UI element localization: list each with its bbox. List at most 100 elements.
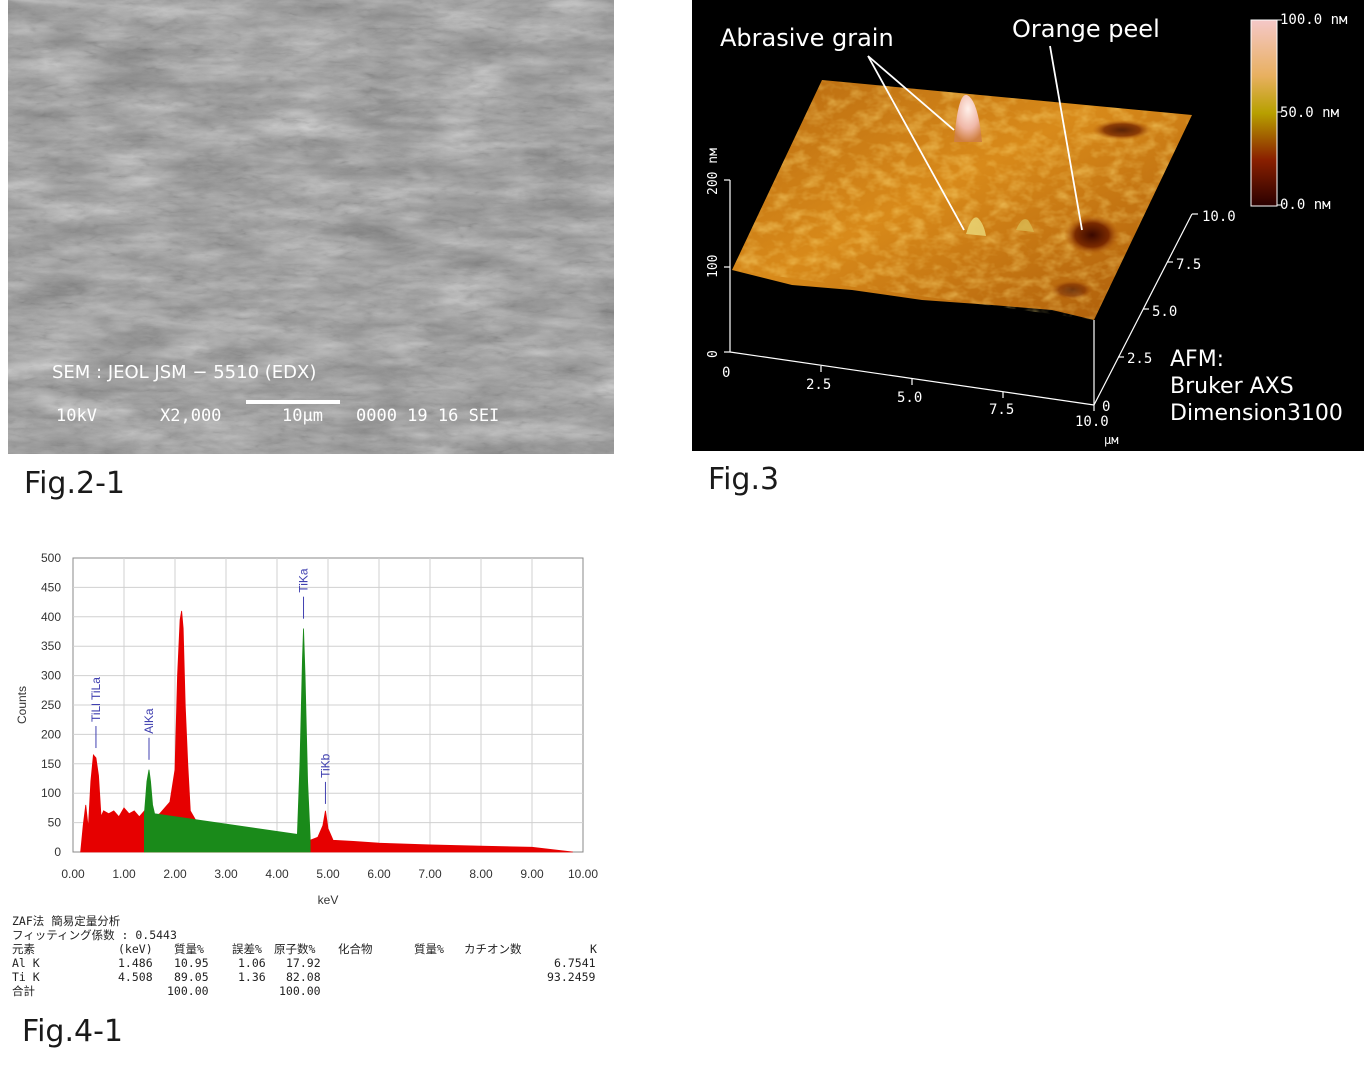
edx-table-header: 元素 (keV) 質量% 誤差% 原子数% 化合物 質量% カチオン数 K [12, 942, 612, 956]
x-tick-label: 5.00 [316, 867, 340, 881]
cell-atom: 17.92 [286, 956, 321, 970]
cell-error: 1.36 [238, 970, 266, 984]
x-tick-label: 2.00 [163, 867, 187, 881]
cell-k: 6.7541 [554, 956, 596, 970]
cell-mass: 89.05 [174, 970, 209, 984]
afm-instrument-line3: Dimension3100 [1170, 401, 1343, 426]
edx-chart: TiLl TiLa AlKa TiKa TiKb 0.00 1.00 2.00 3.00 4.… [15, 551, 598, 907]
sem-kv-label: 10kV [56, 406, 97, 426]
cell-error: 1.06 [238, 956, 266, 970]
cell-mass: 10.95 [174, 956, 209, 970]
peak-label: AlKa [142, 708, 156, 734]
table-row: Ti K 4.508 89.05 1.36 82.08 93.2459 [12, 970, 612, 984]
x-tick-label: 1.00 [112, 867, 136, 881]
edx-table-fitting: フィッティング係数 : 0.5443 [12, 928, 177, 942]
x-tick-label: 4.00 [265, 867, 289, 881]
header-cation: カチオン数 [464, 942, 522, 956]
fig-edx-caption: Fig.4-1 [22, 1014, 123, 1049]
edx-series [80, 610, 573, 853]
afm-annotation-lines [867, 45, 1083, 231]
afm-colorbar-bottom: 0.0 nм [1280, 197, 1331, 213]
sem-scale-bar [246, 400, 340, 404]
table-row: Al K 1.486 10.95 1.06 17.92 6.7541 [12, 956, 612, 970]
cell-element: Al K [12, 956, 40, 970]
afm-y-tick-0: 0 [1102, 399, 1110, 415]
cell-atom: 82.08 [286, 970, 321, 984]
afm-label-abrasive-grain: Abrasive grain [720, 24, 894, 52]
afm-label-orange-peel: Orange peel [1012, 15, 1160, 43]
x-tick-label: 3.00 [214, 867, 238, 881]
y-tick-label: 250 [41, 698, 61, 712]
header-atom: 原子数% [274, 942, 316, 956]
sem-micrograph: SEM : JEOL JSM − 5510 (EDX) 10kV X2,000 … [8, 0, 614, 454]
y-tick-label: 50 [48, 816, 62, 830]
y-tick-label: 350 [41, 639, 61, 653]
sem-magnification-label: X2,000 [160, 406, 221, 426]
edx-table-title: ZAF法 簡易定量分析 [12, 914, 121, 928]
afm-orange-peel-pit [1064, 215, 1120, 255]
cell-kev: 4.508 [118, 970, 153, 984]
afm-instrument-line1: AFM: [1170, 347, 1224, 372]
header-k: K [590, 942, 597, 956]
afm-plot: 200 nм 100 0 0 2.5 5.0 7.5 10.0 μм 10.0 … [706, 12, 1348, 447]
fig-afm-caption: Fig.3 [708, 462, 780, 497]
header-error: 誤差% [232, 942, 262, 956]
fig-sem-caption: Fig.2-1 [24, 466, 125, 501]
edx-spectrum: TiLl TiLa AlKa TiKa TiKb 0.00 1.00 2.00 3.00 4.… [0, 540, 610, 910]
y-tick-label: 100 [41, 786, 61, 800]
peak-label: TiLl TiLa [89, 677, 103, 722]
afm-x-tick-5: 5.0 [897, 390, 922, 406]
y-tick-label: 300 [41, 669, 61, 683]
y-tick-label: 500 [41, 551, 61, 565]
edx-peak-markers: TiLl TiLa AlKa TiKa TiKb [89, 568, 332, 804]
y-tick-label: 400 [41, 610, 61, 624]
edx-x-ticks: 0.00 1.00 2.00 3.00 4.00 5.00 6.00 7.00 8.00 9.00… [61, 867, 598, 881]
y-tick-label: 450 [41, 580, 61, 594]
x-tick-label: 0.00 [61, 867, 85, 881]
afm-colorbar-mid: 50.0 nм [1280, 105, 1340, 121]
x-tick-label: 10.00 [568, 867, 598, 881]
cell-element: Ti K [12, 970, 40, 984]
x-tick-label: 9.00 [520, 867, 544, 881]
header-compound: 化合物 [338, 942, 373, 956]
afm-y-tick-7-5: 7.5 [1176, 257, 1201, 273]
header-mass: 質量% [174, 942, 204, 956]
afm-abrasive-grain-peak [954, 94, 982, 142]
total-atom: 100.00 [279, 984, 321, 998]
afm-x-tick-7-5: 7.5 [989, 402, 1014, 418]
header-kev: (keV) [118, 942, 153, 956]
cell-kev: 1.486 [118, 956, 153, 970]
afm-x-tick-10: 10.0 [1075, 414, 1109, 430]
x-tick-label: 6.00 [367, 867, 391, 881]
afm-z-tick-200: 200 nм [706, 148, 721, 195]
x-tick-label: 8.00 [469, 867, 493, 881]
afm-z-tick-0: 0 [706, 350, 721, 358]
afm-x-tick-0: 0 [722, 365, 730, 381]
sem-scale-label: 10μm [282, 406, 323, 426]
afm-y-tick-5: 5.0 [1152, 304, 1177, 320]
total-label: 合計 [12, 984, 35, 998]
y-tick-label: 0 [54, 845, 61, 859]
edx-y-axis-title: Counts [15, 686, 29, 724]
sem-image: SEM : JEOL JSM − 5510 (EDX) 10kV X2,000 … [8, 0, 614, 454]
peak-label: TiKb [318, 753, 332, 778]
edx-series-area-0 [80, 610, 573, 853]
afm-unit-label: μм [1104, 433, 1118, 447]
sem-instrument-label: SEM : JEOL JSM − 5510 (EDX) [52, 362, 316, 383]
table-total-row: 合計 100.00 100.00 [12, 984, 612, 998]
peak-label: TiKa [297, 568, 311, 593]
edx-quant-table: ZAF法 簡易定量分析 フィッティング係数 : 0.5443 元素 (keV) … [12, 914, 612, 998]
afm-instrument-line2: Bruker AXS [1170, 374, 1294, 399]
edx-x-axis-title: keV [318, 893, 339, 907]
cell-k: 93.2459 [547, 970, 596, 984]
afm-colorbar-top: 100.0 nм [1280, 12, 1348, 28]
afm-3d-image: 200 nм 100 0 0 2.5 5.0 7.5 10.0 μм 10.0 … [692, 0, 1364, 451]
sem-code-label: 0000 19 16 SEI [356, 406, 499, 426]
edx-y-ticks: 0 50 100 150 200 250 300 350 400 450 500 [41, 551, 61, 859]
afm-z-tick-100: 100 [706, 255, 721, 278]
y-tick-label: 150 [41, 757, 61, 771]
afm-y-tick-2-5: 2.5 [1127, 351, 1152, 367]
header-mass2: 質量% [414, 942, 444, 956]
afm-y-tick-10: 10.0 [1202, 209, 1236, 225]
total-mass: 100.00 [167, 984, 209, 998]
